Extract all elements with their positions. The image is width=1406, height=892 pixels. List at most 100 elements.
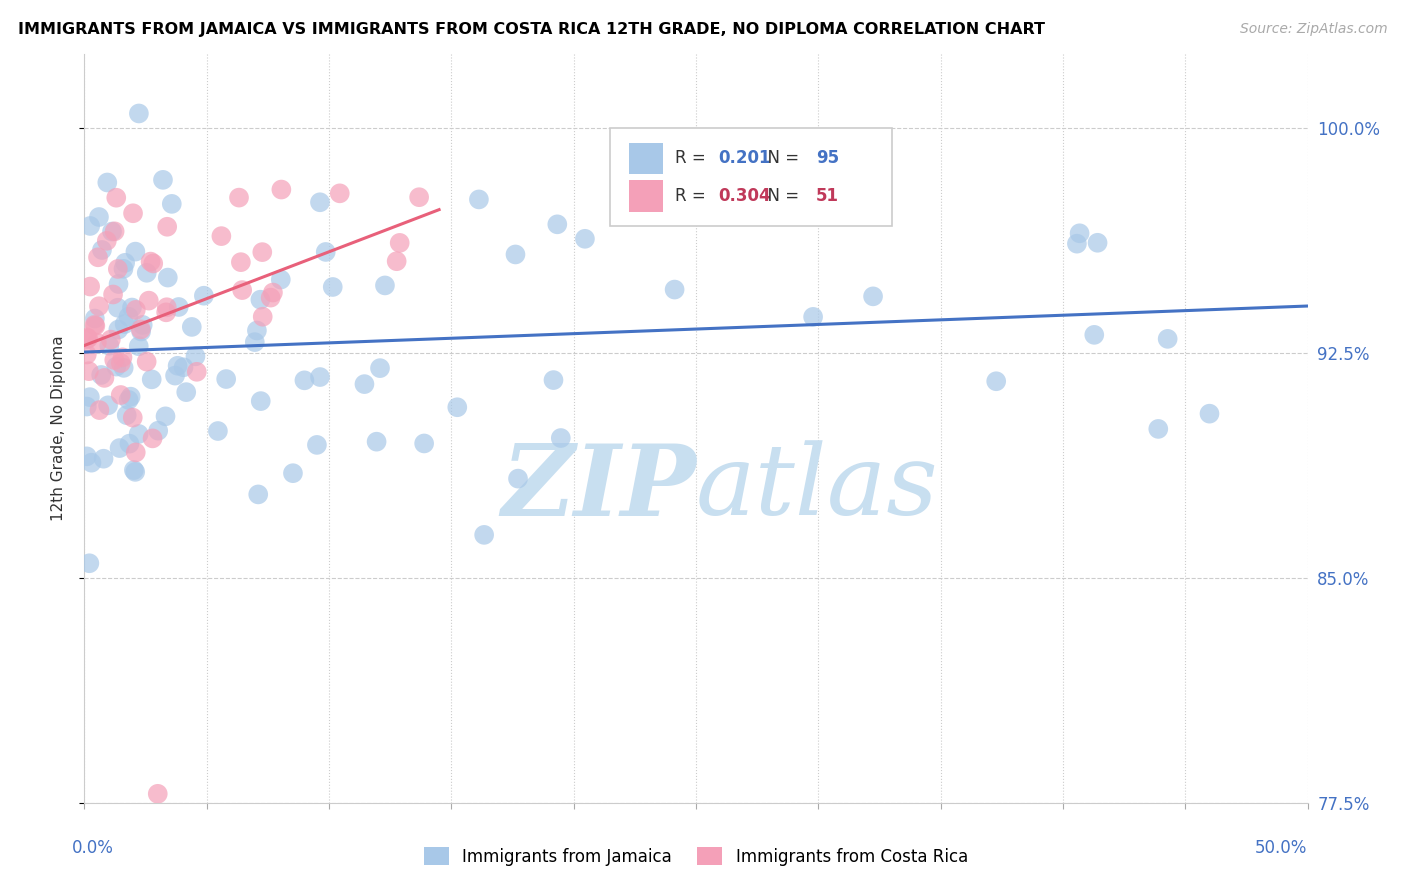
Point	[89, 403, 111, 417]
Point	[107, 301, 129, 315]
Point	[129, 322, 152, 336]
Point	[128, 106, 150, 120]
Point	[107, 262, 129, 277]
Point	[173, 360, 195, 375]
Point	[1083, 327, 1105, 342]
Text: Source: ZipAtlas.com: Source: ZipAtlas.com	[1240, 22, 1388, 37]
Point	[180, 320, 202, 334]
Point	[1069, 227, 1091, 241]
Point	[229, 255, 252, 269]
Point	[107, 322, 129, 336]
Point	[77, 364, 100, 378]
Point	[209, 229, 232, 244]
Point	[142, 256, 165, 270]
Text: 50.0%: 50.0%	[1256, 838, 1308, 856]
Point	[862, 289, 884, 303]
Point	[121, 301, 143, 315]
Bar	[628, 143, 664, 174]
Point	[148, 424, 170, 438]
Point	[87, 250, 110, 264]
Point	[105, 191, 128, 205]
Point	[388, 235, 411, 250]
Point	[124, 244, 146, 259]
Point	[114, 317, 136, 331]
Point	[193, 289, 215, 303]
Point	[122, 206, 145, 220]
Point	[505, 247, 527, 261]
Point	[1147, 422, 1170, 436]
Point	[1066, 236, 1088, 251]
Point	[118, 436, 141, 450]
Point	[664, 283, 686, 297]
Point	[76, 347, 98, 361]
Point	[322, 280, 344, 294]
Point	[103, 353, 125, 368]
Point	[329, 186, 352, 201]
Point	[76, 400, 98, 414]
Text: IMMIGRANTS FROM JAMAICA VS IMMIGRANTS FROM COSTA RICA 12TH GRADE, NO DIPLOMA COR: IMMIGRANTS FROM JAMAICA VS IMMIGRANTS FR…	[18, 22, 1045, 37]
Point	[1087, 235, 1109, 250]
Point	[249, 394, 271, 409]
Point	[259, 291, 281, 305]
Point	[104, 224, 127, 238]
Point	[86, 335, 108, 350]
Point	[252, 245, 274, 260]
Point	[270, 182, 292, 196]
Point	[811, 187, 834, 202]
Point	[228, 191, 250, 205]
Point	[366, 434, 388, 449]
Point	[446, 401, 468, 415]
Point	[413, 436, 436, 450]
Point	[80, 456, 103, 470]
Y-axis label: 12th Grade, No Diploma: 12th Grade, No Diploma	[51, 335, 66, 521]
Point	[160, 197, 183, 211]
Point	[315, 244, 337, 259]
Point	[166, 359, 188, 373]
Point	[79, 219, 101, 233]
Point	[122, 463, 145, 477]
Point	[156, 219, 179, 234]
Point	[125, 302, 148, 317]
Point	[775, 190, 797, 204]
Point	[472, 528, 495, 542]
Point	[128, 339, 150, 353]
Point	[165, 368, 187, 383]
Point	[543, 373, 565, 387]
Point	[114, 256, 136, 270]
Point	[97, 398, 120, 412]
Point	[101, 225, 124, 239]
Point	[79, 390, 101, 404]
Point	[111, 351, 134, 365]
Text: 0.0%: 0.0%	[72, 838, 114, 856]
Point	[90, 368, 112, 382]
Point	[91, 243, 114, 257]
Point	[101, 287, 124, 301]
Point	[385, 254, 408, 268]
Point	[124, 465, 146, 479]
Point	[252, 310, 274, 324]
Point	[96, 234, 118, 248]
Point	[546, 217, 568, 231]
Point	[112, 261, 135, 276]
Point	[84, 318, 107, 333]
Text: atlas: atlas	[696, 441, 939, 536]
Point	[262, 285, 284, 300]
Point	[76, 450, 98, 464]
Point	[93, 371, 115, 385]
Point	[305, 438, 328, 452]
Point	[207, 424, 229, 438]
Point	[353, 377, 375, 392]
Point	[574, 232, 596, 246]
Text: N =: N =	[758, 150, 804, 168]
Point	[243, 335, 266, 350]
Point	[156, 270, 179, 285]
Point	[309, 370, 332, 384]
Point	[368, 361, 391, 376]
Point	[117, 392, 139, 407]
Point	[408, 190, 430, 204]
Point	[121, 410, 143, 425]
Point	[77, 331, 100, 345]
Point	[128, 426, 150, 441]
Point	[98, 339, 121, 353]
Point	[174, 385, 197, 400]
